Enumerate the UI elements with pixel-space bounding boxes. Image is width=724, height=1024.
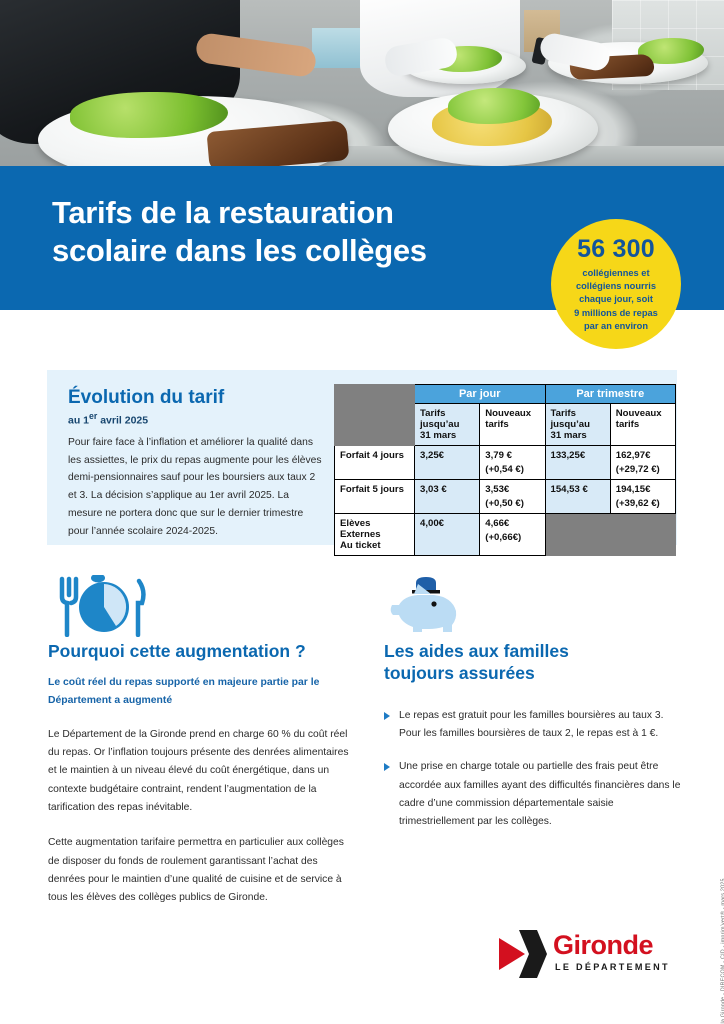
- gironde-logo: Gironde LE DÉPARTEMENT: [497, 928, 683, 980]
- section-left-paragraph-1: Le Département de la Gironde prend en ch…: [48, 728, 349, 814]
- table-sub-trim-new: Nouveaux tarifs: [609, 403, 677, 446]
- table-row: Forfait 5 jours 3,03 € 3,53€ (+0,50 €) 1…: [334, 479, 677, 514]
- section-family-aid: Les aides aux familles toujours assurées…: [384, 640, 684, 847]
- triangle-bullet-icon: [384, 763, 390, 772]
- cell-trim-old-2-empty: [544, 513, 611, 556]
- cell-jour-new-2: 4,66€ (+0,66€): [479, 513, 546, 556]
- stat-badge: 56 300 collégiennes et collégiens nourri…: [551, 219, 681, 349]
- lettuce-pasta: [448, 88, 540, 124]
- hero-photo: [0, 0, 724, 166]
- row-label-externes: Elèves Externes Au ticket: [334, 513, 415, 556]
- table-group-par-trimestre: Par trimestre: [544, 384, 676, 404]
- list-item: Une prise en charge totale ou partielle …: [384, 758, 684, 831]
- badge-line-3: chaque jour, soit: [579, 294, 653, 305]
- lettuce-front: [70, 92, 228, 138]
- table-sub-jour-new: Nouveaux tarifs: [479, 403, 546, 446]
- aid-bullet-text-2: Une prise en charge totale ou partielle …: [399, 761, 681, 828]
- cell-jour-new-1: 3,53€ (+0,50 €): [479, 479, 546, 514]
- tariff-table: Par jour Par trimestre Tarifs jusqu’au 31 …: [334, 384, 677, 556]
- page-title-line1: Tarifs de la restauration: [52, 195, 394, 230]
- cell-trim-old-1: 154,53 €: [544, 479, 611, 514]
- table-group-header-row: Par jour Par trimestre: [334, 384, 676, 404]
- badge-line-1: collégiennes et: [582, 268, 650, 279]
- section-why-increase: Pourquoi cette augmentation ? Le coût ré…: [48, 640, 353, 925]
- cell-trim-delta-1: (+39,62 €): [615, 498, 660, 509]
- badge-line-2: collégiens nourris: [575, 281, 657, 292]
- cell-jour-new-value-2: 4,66€: [485, 518, 510, 529]
- evolution-title: Évolution du tarif: [68, 387, 225, 408]
- logo-tagline: LE DÉPARTEMENT: [555, 962, 670, 972]
- row-label-forfait-5: Forfait 5 jours: [334, 479, 415, 514]
- aid-bullet-list: Le repas est gratuit pour les familles b…: [384, 707, 684, 832]
- table-sub-trim-old: Tarifs jusqu’au 31 mars: [544, 403, 611, 446]
- section-right-heading: Les aides aux familles toujours assurées: [384, 640, 684, 685]
- table-row: Elèves Externes Au ticket 4,00€ 4,66€ (+0…: [334, 513, 677, 556]
- table-corner-cell: [334, 384, 415, 404]
- vertical-credit-line: Département de la Gironde - DIRECOM - CI…: [720, 878, 724, 1024]
- page-title: Tarifs de la restauration scolaire dans …: [52, 194, 522, 270]
- badge-text: collégiennes et collégiens nourris chaqu…: [564, 267, 668, 333]
- cell-trim-old-0: 133,25€: [544, 445, 611, 480]
- plate-cutlery-icon: [56, 573, 152, 638]
- cell-trim-delta-0: (+29,72 €): [615, 464, 660, 475]
- aid-bullet-text-1: Le repas est gratuit pour les familles b…: [399, 709, 664, 740]
- badge-line-5: par an environ: [583, 320, 649, 331]
- list-item: Le repas est gratuit pour les familles b…: [384, 707, 684, 744]
- cell-trim-new-value-0: 162,97€: [615, 450, 651, 461]
- section-left-paragraph-2: Cette augmentation tarifaire permettra e…: [48, 837, 344, 904]
- cell-jour-old-0: 3,25€: [413, 445, 481, 480]
- triangle-bullet-icon: [384, 711, 390, 720]
- cell-trim-new-0: 162,97€ (+29,72 €): [609, 445, 677, 480]
- table-group-par-jour: Par jour: [414, 384, 546, 404]
- badge-line-4: 9 millions de repas: [574, 307, 658, 318]
- badge-number: 56 300: [577, 235, 655, 264]
- cell-trim-new-2-empty: [609, 513, 677, 556]
- section-left-heading: Pourquoi cette augmentation ?: [48, 641, 306, 661]
- cell-jour-new-value-0: 3,79 €: [485, 450, 512, 461]
- page-title-line2: scolaire dans les collèges: [52, 232, 427, 268]
- evolution-subtitle: au 1er avril 2025: [68, 411, 149, 427]
- table-row: Forfait 4 jours 3,25€ 3,79 € (+0,54 €) 1…: [334, 445, 677, 480]
- row-label-forfait-4: Forfait 4 jours: [334, 445, 415, 480]
- cell-jour-old-1: 3,03 €: [413, 479, 481, 514]
- section-right-heading-line2: toujours assurées: [384, 663, 535, 684]
- table-sub-header-row: Tarifs jusqu’au 31 mars Nouveaux tarifs Tar…: [334, 403, 677, 446]
- cell-jour-old-2: 4,00€: [413, 513, 481, 556]
- piggy-bank-icon: [386, 575, 466, 637]
- table-sub-corner-cell: [334, 403, 415, 446]
- section-left-subheading: Le coût réel du repas supporté en majeur…: [48, 677, 320, 706]
- cell-jour-new-value-1: 3,53€: [485, 484, 510, 495]
- table-sub-jour-old: Tarifs jusqu’au 31 mars: [413, 403, 481, 446]
- logo-mark-icon: [497, 928, 547, 980]
- logo-wordmark: Gironde: [553, 930, 654, 960]
- cell-jour-new-0: 3,79 € (+0,54 €): [479, 445, 546, 480]
- cell-jour-delta-0: (+0,54 €): [485, 464, 524, 475]
- section-right-heading-line1: Les aides aux familles: [384, 641, 569, 661]
- cell-trim-new-1: 194,15€ (+39,62 €): [609, 479, 677, 514]
- cell-trim-new-value-1: 194,15€: [615, 484, 651, 495]
- evolution-body: Pour faire face à l’inflation et amélior…: [68, 437, 322, 537]
- cell-jour-delta-1: (+0,50 €): [485, 498, 524, 509]
- cell-jour-delta-2: (+0,66€): [485, 532, 522, 543]
